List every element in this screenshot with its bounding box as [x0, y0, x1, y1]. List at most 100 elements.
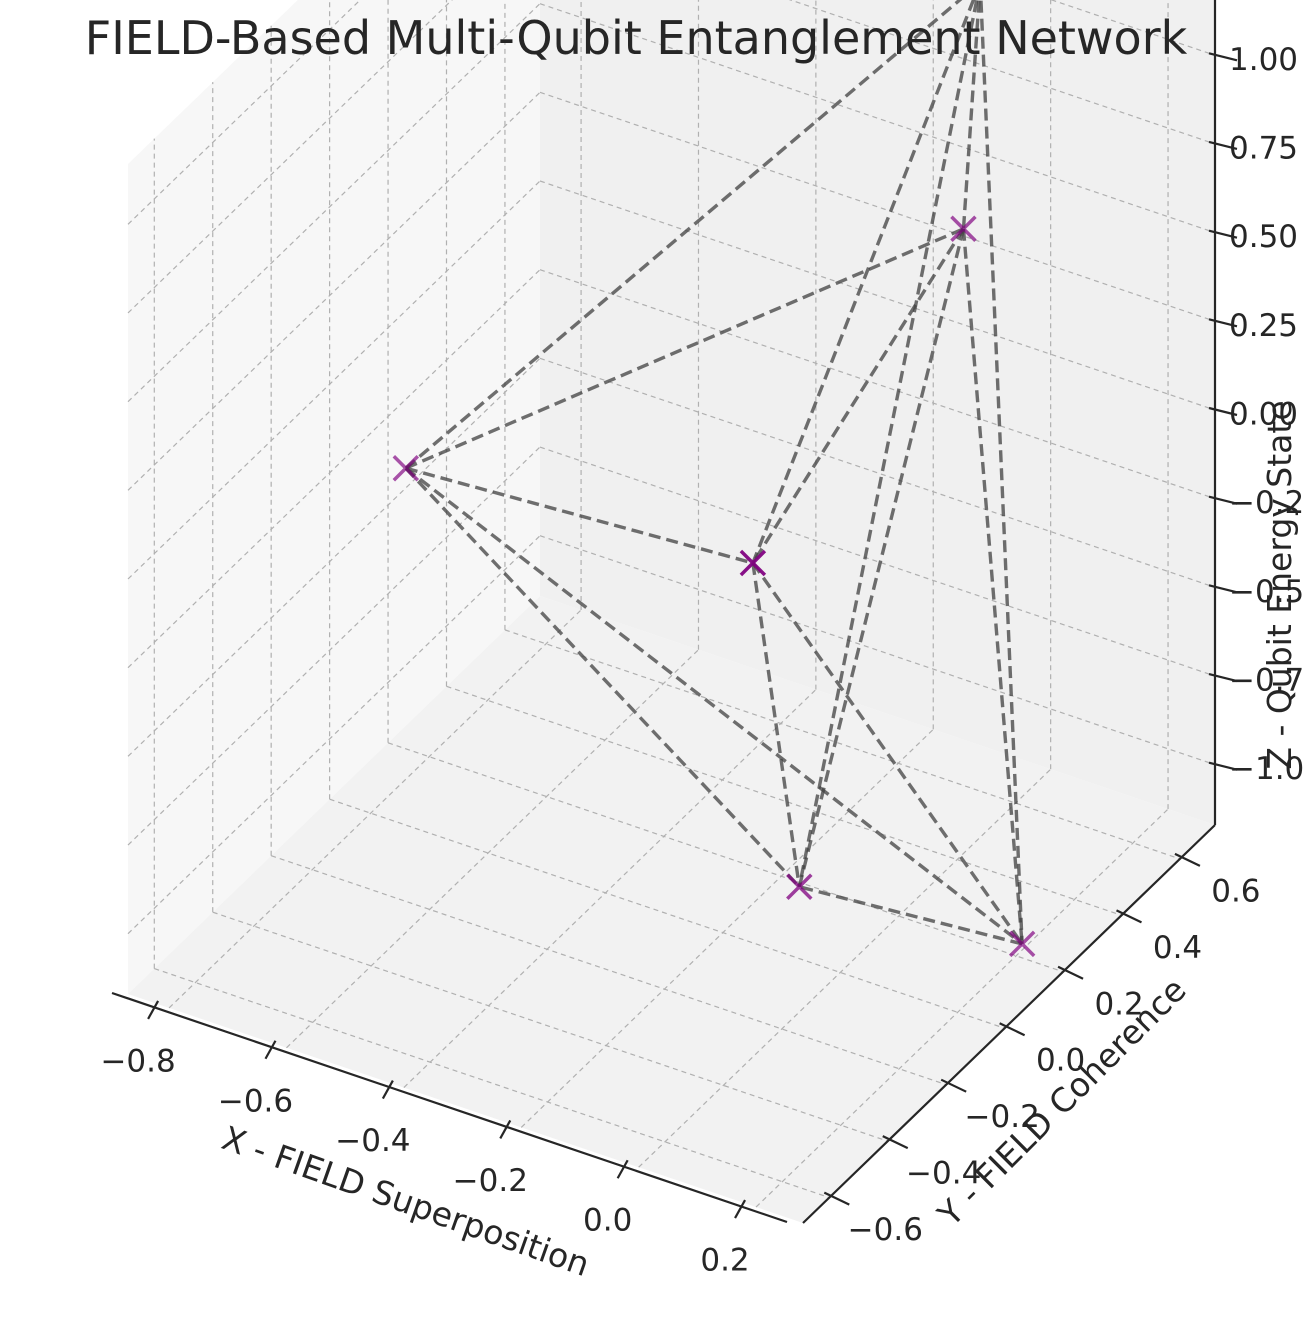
qubit-marker — [392, 455, 420, 482]
x-tick-label: −0.2 — [453, 1163, 528, 1199]
y-tick-mark — [1116, 909, 1142, 924]
z-tick-label: −0.25 — [1229, 485, 1304, 521]
marker-stroke — [950, 215, 977, 243]
z-tick-label: −1.00 — [1229, 751, 1304, 787]
z-tick-label: −0.75 — [1229, 663, 1304, 699]
x-grid-line-floor — [286, 649, 699, 1049]
z-tick-label: 0.25 — [1229, 308, 1298, 344]
entanglement-edge — [751, 0, 976, 564]
x-grid-line-floor — [520, 728, 934, 1128]
x-tick-label: −0.4 — [335, 1123, 410, 1159]
z-tick-mark — [1208, 229, 1238, 239]
x-tick-label: 0.2 — [700, 1243, 749, 1279]
z-tick-mark — [1208, 318, 1238, 328]
entanglement-edge — [797, 0, 979, 888]
qubit-marker — [950, 215, 977, 243]
y-tick-label: −0.6 — [848, 1212, 923, 1248]
y-grid-line-floor — [387, 742, 1064, 973]
entanglement-edges — [404, 0, 1024, 946]
chart-title: FIELD-Based Multi-Qubit Entanglement Net… — [85, 11, 1188, 65]
entanglement-edge — [404, 466, 1024, 946]
z-tick-mark — [1208, 52, 1238, 62]
floor-pane — [128, 596, 1215, 1223]
qubit-marker — [739, 549, 767, 577]
y-tick-mark — [823, 1191, 850, 1206]
z-tick-label: 0.75 — [1229, 131, 1298, 167]
z-grid-line-left — [127, 446, 541, 846]
z-grid-line-left — [127, 269, 541, 669]
entanglement-edge — [751, 562, 1024, 945]
z-grid-line-left — [127, 357, 541, 757]
z-tick-label: −0.50 — [1229, 574, 1304, 610]
z-tick-mark — [1208, 761, 1238, 771]
y-tick-mark — [1057, 965, 1084, 980]
y-grid-line-floor — [212, 911, 888, 1142]
qubit-markers — [392, 215, 1036, 958]
y-tick-mark — [882, 1135, 909, 1150]
entanglement-edge — [798, 885, 1023, 946]
y-grid-line-floor — [270, 855, 947, 1086]
y-grid-line-floor — [446, 685, 1122, 916]
y-grid-line-floor — [329, 798, 1005, 1029]
z-grid-line-back — [539, 357, 1216, 588]
x-grid-line-floor — [755, 808, 1169, 1208]
y-tick-label: 0.0 — [1036, 1043, 1085, 1079]
grid-lines — [127, 0, 1216, 1208]
entanglement-edge — [979, 0, 1024, 944]
y-tick-label: 0.4 — [1153, 930, 1202, 966]
qubit-marker — [786, 873, 813, 901]
z-grid-line-back — [539, 3, 1216, 234]
z-grid-line-left — [127, 3, 541, 403]
axis-lines — [111, 0, 1238, 1224]
z-tick-mark — [1208, 584, 1238, 594]
y-tick-mark — [940, 1078, 967, 1093]
z-tick-mark — [1208, 140, 1238, 151]
tick-labels: −0.8−0.6−0.4−0.20.00.2−0.6−0.4−0.20.00.2… — [100, 42, 1304, 1279]
y-axis-line — [802, 824, 1216, 1224]
entanglement-edge — [751, 562, 801, 888]
z-tick-mark — [1208, 495, 1238, 505]
x-grid-line-floor — [168, 609, 582, 1009]
entanglement-edge — [751, 227, 965, 564]
entanglement-edge — [961, 0, 981, 229]
x-tick-mark — [147, 1000, 160, 1020]
x-tick-mark — [734, 1199, 747, 1219]
entanglement-edge — [405, 466, 754, 565]
marker-stroke — [1008, 930, 1036, 958]
y-grid-line-floor — [504, 629, 1181, 860]
z-tick-label: 0.50 — [1229, 219, 1298, 255]
y-tick-label: 0.6 — [1211, 873, 1260, 909]
x-tick-mark — [616, 1159, 629, 1179]
marker-stroke — [786, 873, 813, 901]
qubit-marker — [1008, 930, 1036, 958]
x-tick-label: 0.0 — [583, 1203, 632, 1239]
marker-stroke — [392, 455, 420, 482]
y-tick-label: −0.2 — [965, 1099, 1040, 1135]
z-tick-mark — [1208, 672, 1238, 683]
x-tick-mark — [499, 1119, 512, 1139]
z-grid-line-back — [539, 446, 1216, 677]
z-grid-line-back — [539, 180, 1216, 411]
x-grid-line-floor — [638, 768, 1052, 1168]
z-tick-mark — [1208, 406, 1238, 417]
entanglement-edge — [405, 227, 965, 470]
x-tick-label: −0.8 — [100, 1043, 175, 1079]
entanglement-edge — [404, 467, 801, 888]
x-axis-line — [111, 991, 788, 1224]
left-wall-pane — [128, 0, 540, 994]
x-tick-mark — [264, 1040, 277, 1060]
z-tick-label: 0.00 — [1229, 397, 1298, 433]
y-tick-mark — [999, 1022, 1026, 1037]
z-grid-line-back — [539, 91, 1216, 322]
entanglement-edge — [961, 228, 1024, 945]
z-grid-line-left — [127, 180, 541, 580]
z-grid-line-left — [127, 535, 541, 935]
y-tick-mark — [1174, 852, 1201, 867]
y-tick-label: −0.4 — [906, 1156, 981, 1192]
x-grid-line-floor — [403, 689, 817, 1089]
entanglement-edge — [797, 228, 966, 888]
marker-stroke — [739, 549, 767, 577]
z-tick-label: 1.00 — [1229, 42, 1298, 78]
z-grid-line-left — [127, 91, 541, 491]
